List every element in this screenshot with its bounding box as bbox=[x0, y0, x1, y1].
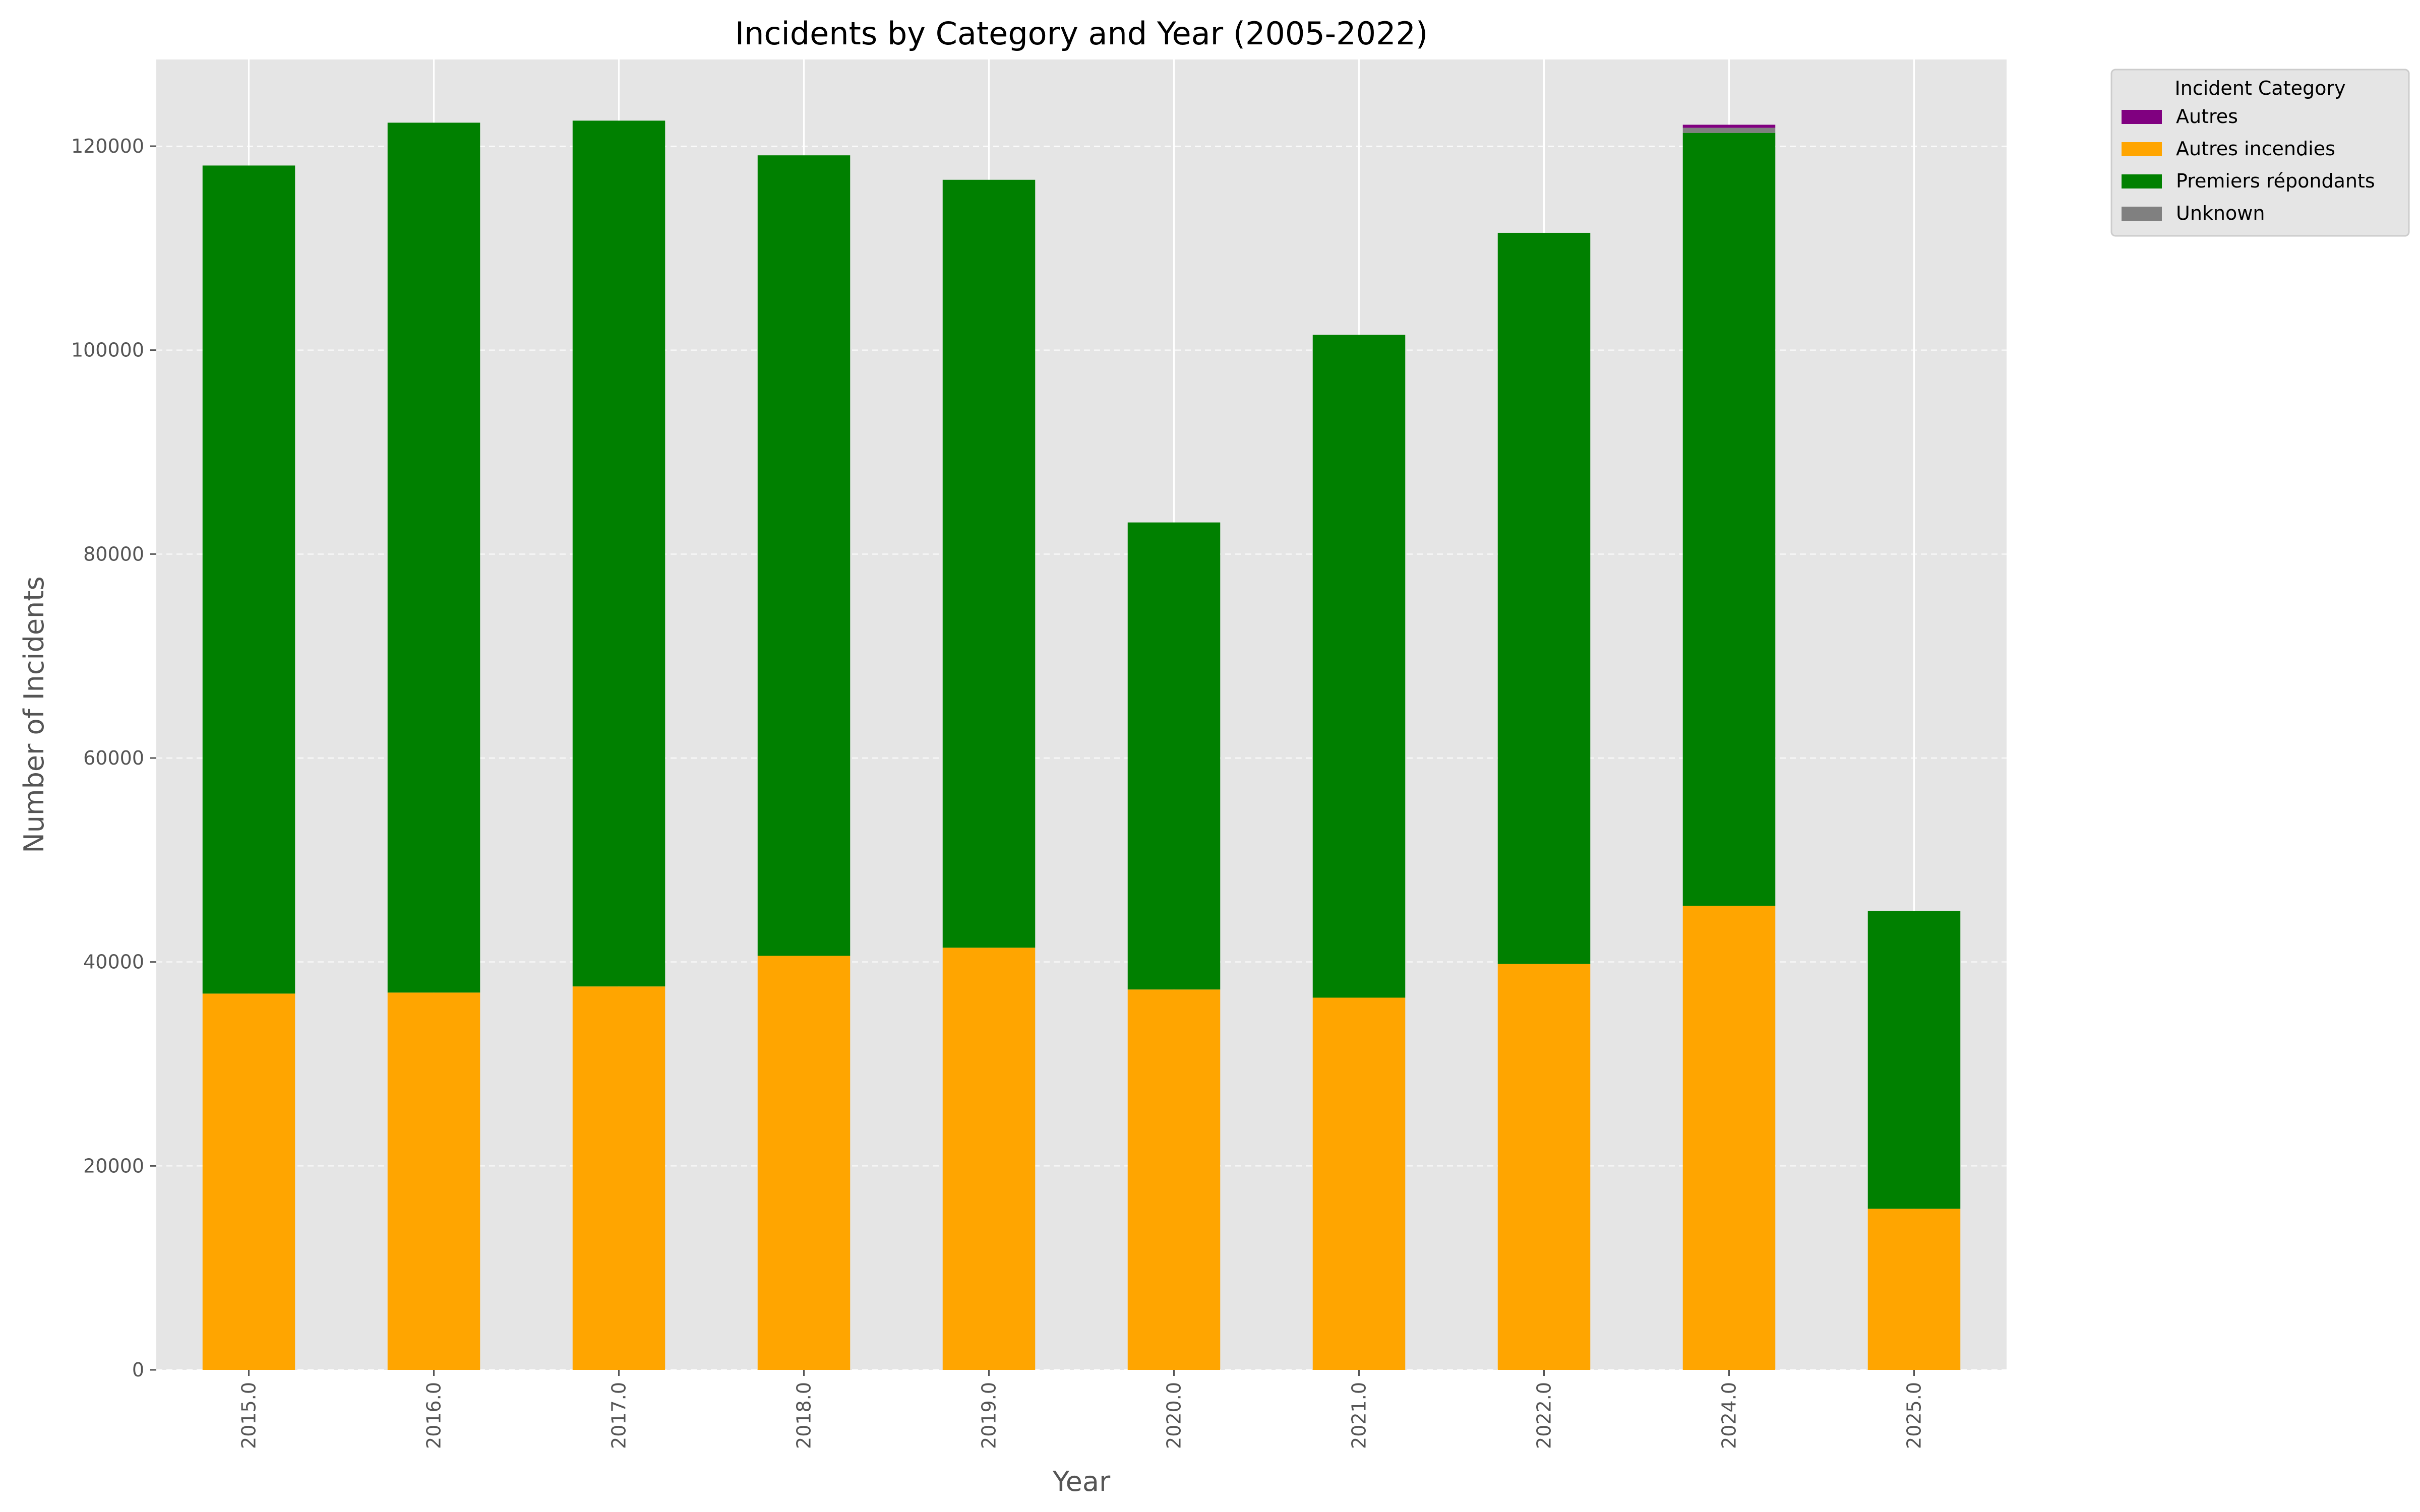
legend-title: Incident Category bbox=[2175, 77, 2346, 99]
bar-segment-premiers-r-pondants bbox=[202, 165, 295, 994]
bar-segment-autres-incendies bbox=[1127, 989, 1221, 1370]
bar-segment-autres-incendies bbox=[1867, 1209, 1961, 1370]
legend-swatch bbox=[2122, 110, 2162, 124]
bar-segment-autres-incendies bbox=[757, 956, 851, 1370]
bar-segment-premiers-r-pondants bbox=[1682, 133, 1776, 906]
bar-segment-unknown bbox=[1682, 128, 1776, 133]
legend-label: Autres bbox=[2176, 105, 2238, 128]
bars bbox=[202, 120, 1961, 1370]
bar-segment-premiers-r-pondants bbox=[572, 120, 666, 987]
legend-swatch bbox=[2122, 207, 2162, 221]
x-axis-label: Year bbox=[1052, 1466, 1111, 1497]
x-tick-label: 2018.0 bbox=[793, 1382, 815, 1449]
y-tick-label: 100000 bbox=[71, 339, 144, 361]
y-tick-label: 40000 bbox=[83, 951, 144, 973]
bar-segment-premiers-r-pondants bbox=[757, 155, 851, 956]
x-axis-ticks: 2015.0 2016.0 2017.0 2018.0 2019.0 2020.0 2021… bbox=[238, 1370, 1925, 1449]
bar-segment-autres-incendies bbox=[942, 948, 1036, 1370]
y-tick-label: 0 bbox=[132, 1359, 144, 1381]
legend-items: Autres Autres incendies Premiers répondant… bbox=[2122, 105, 2375, 224]
bar-segment-autres bbox=[1682, 124, 1776, 128]
legend-label: Premiers répondants bbox=[2176, 170, 2375, 192]
bar-segment-autres-incendies bbox=[387, 992, 480, 1370]
x-tick-label: 2022.0 bbox=[1533, 1382, 1555, 1449]
y-tick-label: 20000 bbox=[83, 1155, 144, 1177]
bar-segment-autres-incendies bbox=[1682, 906, 1776, 1370]
y-tick-label: 120000 bbox=[71, 135, 144, 157]
bar-segment-autres-incendies bbox=[1497, 964, 1591, 1370]
legend-label: Autres incendies bbox=[2176, 138, 2335, 160]
chart-title: Incidents by Category and Year (2005-202… bbox=[735, 15, 1428, 52]
x-tick-label: 2021.0 bbox=[1348, 1382, 1370, 1449]
bar-segment-autres-incendies bbox=[202, 993, 295, 1370]
bar-segment-premiers-r-pondants bbox=[1497, 232, 1591, 964]
legend-swatch bbox=[2122, 174, 2162, 188]
x-tick-label: 2015.0 bbox=[238, 1382, 260, 1449]
y-tick-label: 80000 bbox=[83, 543, 144, 565]
legend-swatch bbox=[2122, 142, 2162, 156]
bar-segment-premiers-r-pondants bbox=[942, 179, 1036, 948]
x-tick-label: 2024.0 bbox=[1718, 1382, 1740, 1449]
bar-segment-premiers-r-pondants bbox=[1127, 522, 1221, 990]
legend-frame bbox=[2110, 69, 2410, 237]
x-tick-label: 2025.0 bbox=[1903, 1382, 1925, 1449]
bar-segment-premiers-r-pondants bbox=[1867, 911, 1961, 1209]
legend-label: Unknown bbox=[2176, 202, 2265, 224]
y-axis-label: Number of Incidents bbox=[18, 576, 50, 853]
bar-segment-autres-incendies bbox=[1312, 997, 1406, 1370]
x-tick-label: 2016.0 bbox=[423, 1382, 445, 1449]
bar-segment-premiers-r-pondants bbox=[1312, 335, 1406, 998]
bar-segment-premiers-r-pondants bbox=[387, 122, 480, 993]
x-tick-label: 2020.0 bbox=[1163, 1382, 1185, 1449]
y-axis-ticks: 0 20000 40000 60000 80000 100000 120000 bbox=[71, 135, 156, 1381]
x-tick-label: 2019.0 bbox=[978, 1382, 1000, 1449]
x-tick-label: 2017.0 bbox=[608, 1382, 630, 1449]
legend: Incident Category Autres Autres incendies… bbox=[2110, 69, 2410, 237]
bar-segment-autres-incendies bbox=[572, 986, 666, 1370]
y-tick-label: 60000 bbox=[83, 747, 144, 769]
